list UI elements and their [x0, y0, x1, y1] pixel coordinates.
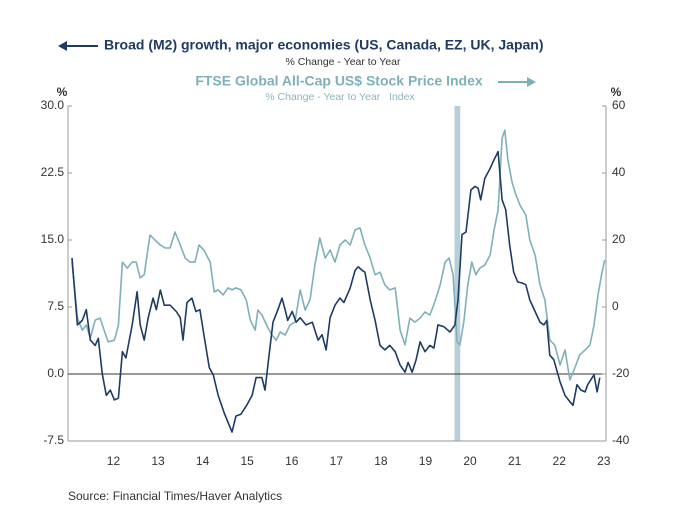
x-tick-label: 22	[553, 454, 567, 468]
x-tick-label: 12	[107, 454, 121, 468]
y-tick-label: 22.5	[41, 165, 65, 179]
y-tick-label: 15.0	[41, 232, 65, 246]
y-axis-label: %	[57, 85, 68, 99]
y2-tick-label: 20	[612, 232, 626, 246]
series-line	[71, 129, 606, 381]
x-tick-label: 20	[463, 454, 477, 468]
y2-tick-label: 60	[612, 98, 626, 112]
shaded-band	[454, 106, 461, 441]
y2-tick-label: -40	[612, 433, 630, 447]
x-tick-label: 21	[508, 454, 522, 468]
y-tick-label: 0.0	[47, 366, 64, 380]
x-tick-label: 17	[330, 454, 344, 468]
x-tick-label: 13	[151, 454, 165, 468]
series-title: Broad (M2) growth, major economies (US, …	[104, 37, 544, 53]
y2-axis-label: %	[611, 85, 622, 99]
series-title: FTSE Global All-Cap US$ Stock Price Inde…	[195, 73, 483, 89]
y2-tick-label: -20	[612, 366, 630, 380]
arrow-head	[58, 41, 67, 51]
x-tick-label: 16	[285, 454, 299, 468]
x-tick-label: 19	[419, 454, 433, 468]
x-tick-label: 18	[374, 454, 388, 468]
x-tick-label: 14	[196, 454, 210, 468]
series-line	[71, 150, 601, 433]
x-tick-label: 23	[597, 454, 611, 468]
y2-tick-label: 0	[612, 299, 619, 313]
y-tick-label: 7.5	[47, 299, 64, 313]
series-unit: % Change - Year to Year Index	[265, 91, 415, 103]
y2-tick-label: 40	[612, 165, 626, 179]
arrow-head	[527, 77, 536, 87]
y-tick-label: 30.0	[41, 98, 65, 112]
series-unit: % Change - Year to Year	[285, 56, 401, 68]
y-tick-label: -7.5	[43, 433, 64, 447]
source: Source: Financial Times/Haver Analytics	[68, 489, 282, 503]
x-tick-label: 15	[241, 454, 255, 468]
